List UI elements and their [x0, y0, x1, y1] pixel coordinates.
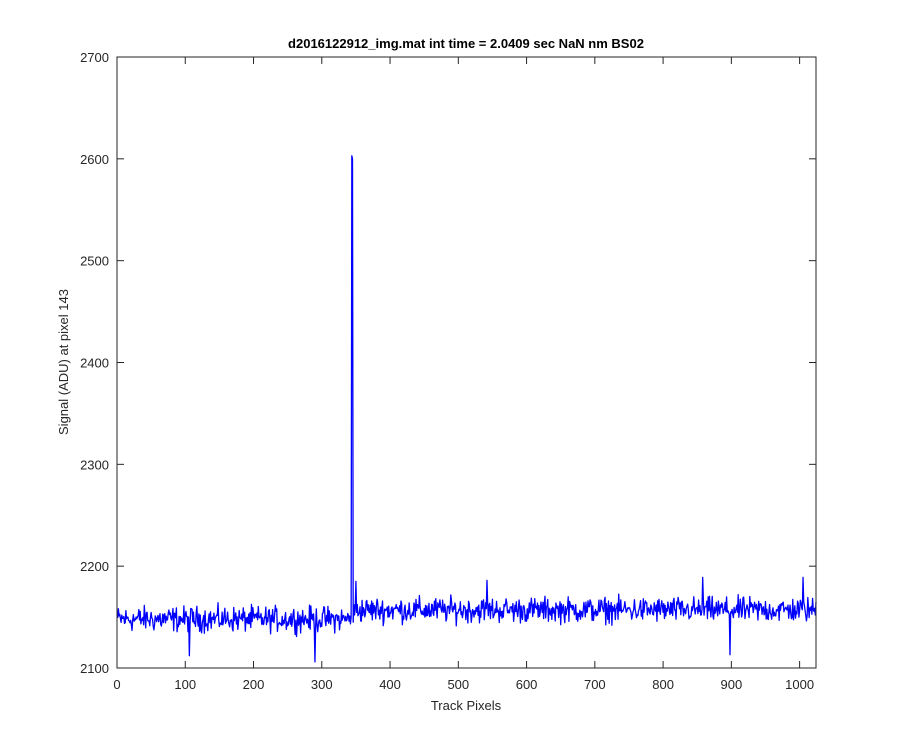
y-axis-label: Signal (ADU) at pixel 143	[56, 289, 71, 435]
x-axis-ticks: 0 100 200 300 400 500 600 700 800 900 1000	[113, 57, 814, 692]
series-line	[117, 155, 817, 663]
plot-background	[117, 57, 816, 668]
y-axis-ticks: 2100 2200 2300 2400 2500 2600 2700	[80, 50, 816, 676]
x-tick-label: 300	[311, 677, 333, 692]
data-layer	[117, 155, 817, 663]
x-tick-label: 900	[721, 677, 743, 692]
x-axis-label: Track Pixels	[431, 698, 502, 713]
y-tick-label: 2700	[80, 50, 109, 65]
x-tick-label: 600	[516, 677, 538, 692]
x-tick-label: 800	[652, 677, 674, 692]
x-tick-label: 200	[243, 677, 265, 692]
x-tick-label: 400	[379, 677, 401, 692]
y-tick-label: 2400	[80, 356, 109, 371]
x-tick-label: 1000	[785, 677, 814, 692]
y-tick-label: 2100	[80, 661, 109, 676]
y-tick-label: 2600	[80, 152, 109, 167]
x-tick-label: 0	[113, 677, 120, 692]
chart-title: d2016122912_img.mat int time = 2.0409 se…	[288, 36, 644, 51]
x-tick-label: 500	[447, 677, 469, 692]
y-tick-label: 2200	[80, 559, 109, 574]
y-tick-label: 2300	[80, 457, 109, 472]
y-tick-label: 2500	[80, 254, 109, 269]
x-tick-label: 700	[584, 677, 606, 692]
x-tick-label: 100	[174, 677, 196, 692]
